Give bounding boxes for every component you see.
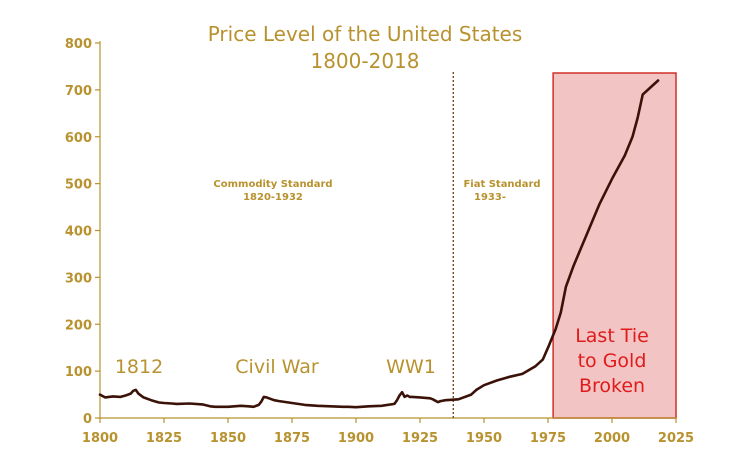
event-label-1812: 1812 xyxy=(115,356,163,378)
x-tick-label: 2000 xyxy=(594,431,630,446)
era-label-commodity-years: 1820-1932 xyxy=(243,192,303,203)
highlight-label-line2: to Gold xyxy=(578,350,647,372)
y-tick-label: 0 xyxy=(83,412,92,427)
price-level-line xyxy=(98,79,660,409)
highlight-region xyxy=(552,72,677,419)
y-tick-label: 400 xyxy=(65,225,92,240)
x-tick-label: 2025 xyxy=(658,431,694,446)
y-tick-label: 200 xyxy=(65,318,92,333)
x-tick-label: 1950 xyxy=(466,431,502,446)
x-tick-label: 1900 xyxy=(338,431,374,446)
highlight-label-line3: Broken xyxy=(579,375,645,397)
event-label-ww1: WW1 xyxy=(386,356,436,378)
era-label-fiat: Fiat Standard xyxy=(463,179,540,190)
y-tick-label: 700 xyxy=(65,84,92,99)
y-tick-label: 100 xyxy=(65,365,92,380)
x-axis: 1800 1825 1850 1875 1900 1925 1950 1975 2000 2025 xyxy=(82,417,694,446)
x-tick-label: 1850 xyxy=(210,431,246,446)
y-tick-label: 600 xyxy=(65,131,92,146)
x-tick-label: 1925 xyxy=(402,431,438,446)
x-tick-label: 1800 xyxy=(82,431,118,446)
y-tick-label: 500 xyxy=(65,178,92,193)
y-tick-label: 800 xyxy=(65,37,92,52)
x-tick-label: 1825 xyxy=(146,431,182,446)
x-tick-label: 1875 xyxy=(274,431,310,446)
x-tick-label: 1975 xyxy=(530,431,566,446)
chart-title: Price Level of the United States xyxy=(208,22,523,46)
highlight-label-line1: Last Tie xyxy=(575,325,649,347)
event-label-civil-war: Civil War xyxy=(235,356,319,378)
era-label-commodity: Commodity Standard xyxy=(213,179,332,190)
y-axis: 0 100 200 300 400 500 600 700 800 xyxy=(65,37,101,427)
era-label-fiat-years: 1933- xyxy=(474,192,506,203)
chart-subtitle: 1800-2018 xyxy=(310,49,419,73)
y-tick-label: 300 xyxy=(65,271,92,286)
